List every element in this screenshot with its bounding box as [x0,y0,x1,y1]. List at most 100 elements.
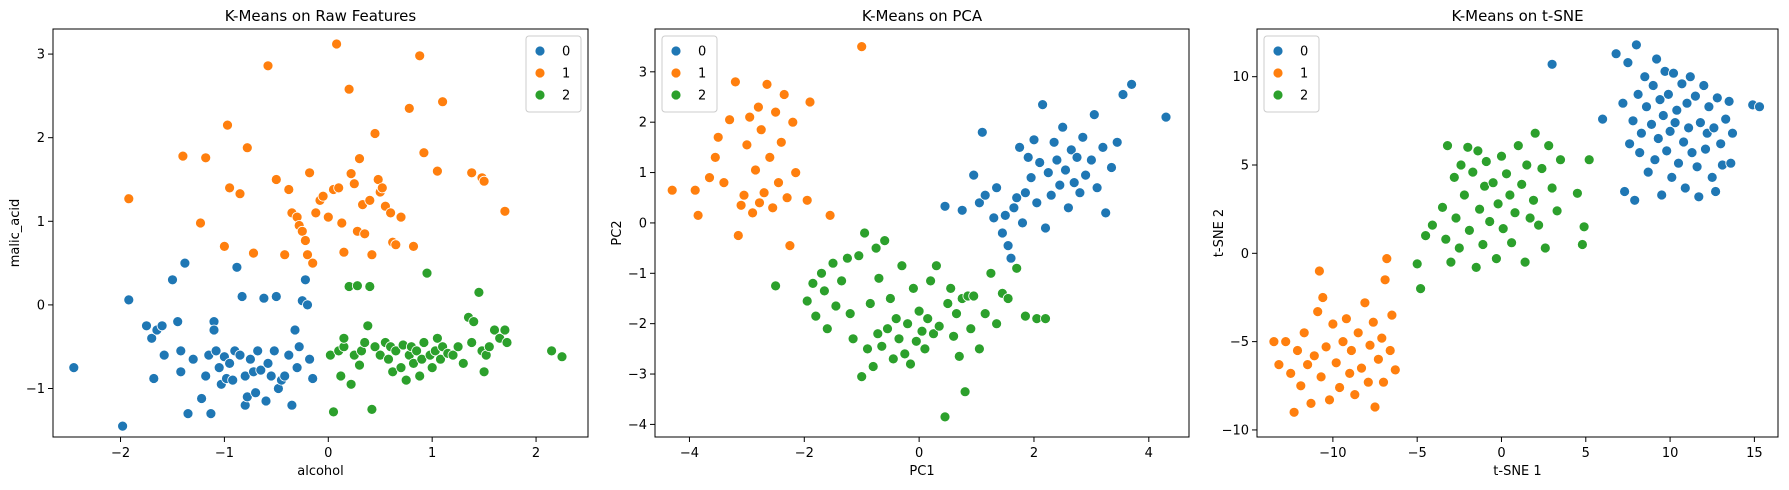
data-point [1506,237,1517,249]
data-point [1641,101,1652,113]
data-point [1028,134,1040,146]
data-point [862,343,873,355]
data-point [1367,316,1379,328]
data-point [546,345,557,357]
data-point [359,228,371,240]
data-point [1389,364,1401,376]
data-point [196,393,208,404]
data-point [447,349,459,361]
data-point [1668,67,1679,79]
data-point [283,184,295,195]
data-point [307,373,319,384]
data-point [1663,89,1674,100]
x-tick-label: 15 [1746,446,1763,461]
data-point [390,345,402,357]
data-point [666,184,678,196]
data-point [1516,178,1528,190]
data-point [345,378,357,390]
data-point [270,174,282,185]
data-point [775,136,787,148]
legend-marker-2 [1272,89,1284,101]
data-point [260,395,272,407]
data-point [1459,189,1470,201]
legend-label-0: 0 [562,45,570,60]
data-point [452,341,464,353]
data-point [1051,154,1063,166]
data-point [213,362,225,374]
data-point [1440,233,1452,245]
data-point [299,235,311,246]
data-point [1100,207,1112,219]
data-point [1356,362,1367,374]
data-point [414,50,426,62]
legend-box [525,35,582,113]
data-point [338,332,350,344]
data-point [236,291,248,302]
data-point [821,323,833,335]
data-point [366,249,378,261]
data-point [1715,138,1727,150]
data-point [1695,117,1706,128]
legend-marker-0 [1272,45,1284,57]
data-point [1111,136,1123,148]
data-point [1302,359,1313,371]
x-tick-label: −10 [1319,446,1346,461]
data-point [942,298,954,309]
data-point [293,341,305,353]
plot-frame [1256,28,1779,438]
data-point [1379,274,1391,286]
panel-raw-features: −2 −1 0 1 2 −1 0 1 2 3 K-Means on Raw Features alco… [8,7,589,479]
data-point [1543,140,1555,152]
y-tick-label: 3 [639,65,647,80]
y-tick-label: 0 [37,298,45,313]
data-point [758,187,770,199]
data-point [1686,147,1698,159]
data-point [1285,367,1297,379]
data-point [1071,151,1083,163]
data-point [343,83,355,95]
data-point [1521,159,1533,171]
data-point [744,111,756,123]
data-point [431,165,443,177]
data-point [1710,186,1721,197]
data-point [1020,310,1031,322]
data-point [146,332,158,344]
data-point [1528,194,1539,206]
data-point [1629,194,1641,206]
data-point [1679,182,1691,194]
data-point [1496,150,1507,162]
legend-label-1: 1 [698,67,706,82]
data-point [1427,219,1438,231]
data-point [335,370,347,382]
data-point [1273,359,1285,371]
data-point [887,353,899,365]
data-point [414,370,426,382]
data-point [1011,192,1023,204]
data-point [1636,127,1647,139]
data-point [905,358,916,370]
data-point [348,178,360,190]
data-point [1467,166,1479,178]
data-point [738,189,750,201]
data-point [885,293,896,304]
data-point [991,182,1002,194]
data-point [704,172,715,184]
data-point [965,323,977,335]
data-point [1533,219,1544,231]
x-tick-label: 1 [428,446,436,461]
data-point [1706,171,1718,183]
data-point [913,305,925,317]
data-point [1106,162,1117,173]
data-point [1045,189,1057,201]
y-tick-label: 0 [1241,247,1249,262]
y-tick-label: 0 [639,216,647,231]
data-point [421,267,433,279]
data-point [1298,327,1310,339]
data-point [1384,345,1396,356]
data-point [1042,167,1054,179]
data-point [364,281,376,292]
x-tick-label: 2 [532,446,540,461]
data-point [385,207,397,219]
data-point [473,286,485,298]
data-point [1063,202,1074,214]
